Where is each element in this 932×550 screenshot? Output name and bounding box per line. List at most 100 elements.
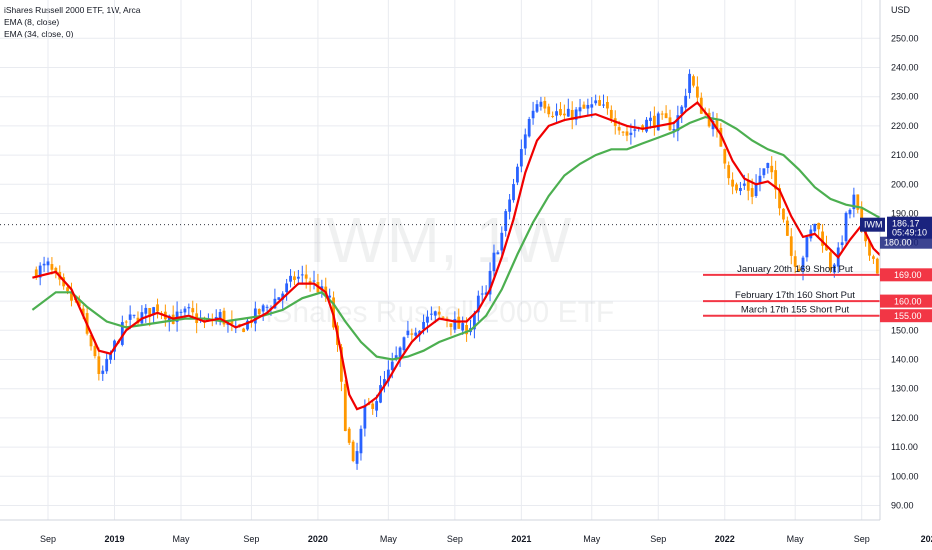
candle-body xyxy=(519,149,523,167)
candle-body xyxy=(293,276,296,280)
candle-body xyxy=(527,119,531,137)
candle-body xyxy=(723,149,727,164)
candle-body xyxy=(281,293,285,300)
candle-body xyxy=(758,175,762,184)
candle-body xyxy=(488,270,492,295)
candle-body xyxy=(351,441,355,462)
candle-body xyxy=(578,107,582,112)
candle-body xyxy=(289,275,292,282)
candle-body xyxy=(672,129,676,131)
candle-body xyxy=(547,106,551,115)
y-tick-label: 200.00 xyxy=(891,179,919,189)
y-tick-label: 140.00 xyxy=(891,355,919,365)
candle-body xyxy=(50,264,54,270)
candle-body xyxy=(562,113,566,116)
candle-body xyxy=(719,127,723,147)
candle-body xyxy=(433,311,437,316)
candle-body xyxy=(852,194,856,210)
candle-body xyxy=(872,256,875,259)
candle-body xyxy=(89,335,93,347)
candle-body xyxy=(829,252,832,270)
candle-body xyxy=(257,308,261,315)
candle-body xyxy=(261,305,265,312)
symbol-tag xyxy=(860,217,885,232)
candle-body xyxy=(97,356,101,375)
candle-body xyxy=(801,257,805,271)
candle-body xyxy=(770,165,774,173)
candle-body xyxy=(531,110,535,119)
candle-body xyxy=(230,319,234,325)
candle-body xyxy=(183,308,187,313)
candle-body xyxy=(426,316,429,323)
y-tick-label: 150.00 xyxy=(891,325,919,335)
candle-body xyxy=(296,276,300,279)
candle-body xyxy=(754,183,758,197)
last-price-tag xyxy=(887,216,932,239)
candle-body xyxy=(762,168,766,176)
candle-body xyxy=(453,319,457,330)
candle-body xyxy=(715,120,719,129)
candle-body xyxy=(629,132,633,135)
candle-body xyxy=(617,127,621,131)
candle-body xyxy=(825,245,828,251)
candles xyxy=(34,69,879,470)
candle-body xyxy=(124,321,128,323)
time-axis[interactable] xyxy=(0,520,932,550)
candle-body xyxy=(410,333,414,335)
candle-body xyxy=(312,280,316,282)
x-tick-label: May xyxy=(583,534,601,544)
level-price-label: 155.00 xyxy=(894,311,922,321)
candle-body xyxy=(535,104,539,112)
candle-body xyxy=(516,166,519,183)
candle-body xyxy=(81,308,85,316)
candle-body xyxy=(285,283,289,293)
candle-body xyxy=(559,109,562,116)
x-axis-ticks: Sep 2019 May Sep 2020 May Sep 2021 May Sep 2022 May… xyxy=(40,534,932,544)
x-tick-label: Sep xyxy=(243,534,259,544)
candle-body xyxy=(246,320,249,330)
candle-body xyxy=(328,295,332,298)
candle-body xyxy=(551,115,555,117)
candle-body xyxy=(496,252,500,255)
short-put-annotation: February 17th 160 Short Put xyxy=(735,290,855,301)
chart-legend: iShares Russell 2000 ETF, 1W, Arca EMA (… xyxy=(4,4,141,40)
candle-body xyxy=(711,121,715,130)
level-price-label: 160.00 xyxy=(894,296,922,306)
x-tick-label: 2021 xyxy=(511,534,531,544)
candle-body xyxy=(543,100,547,109)
price-axis[interactable] xyxy=(880,0,932,520)
candle-body xyxy=(731,179,734,187)
candle-body xyxy=(308,281,312,283)
x-tick-label: 2022 xyxy=(715,534,735,544)
candle-body xyxy=(688,73,691,93)
legend-ema8: EMA (8, close) xyxy=(4,17,60,27)
candle-body xyxy=(484,292,488,295)
candle-body xyxy=(148,307,152,317)
candle-body xyxy=(461,323,465,331)
candle-body xyxy=(105,358,109,372)
symbol-tag-label: IWM xyxy=(864,220,883,230)
x-tick-label: Sep xyxy=(854,534,870,544)
candle-body xyxy=(46,261,50,266)
candle-body xyxy=(586,104,590,109)
candle-body xyxy=(660,113,664,115)
x-tick-label: 202 xyxy=(921,534,932,544)
candle-body xyxy=(778,187,781,209)
candle-body xyxy=(265,306,269,308)
candle-body xyxy=(875,258,879,274)
x-tick-label: May xyxy=(787,534,805,544)
short-put-levels: January 20th 169 Short Put February 17th … xyxy=(703,264,880,317)
candle-body xyxy=(363,405,367,429)
candle-body xyxy=(144,307,148,314)
candle-body xyxy=(386,369,390,382)
candle-body xyxy=(465,325,468,335)
candle-body xyxy=(175,311,179,322)
candle-body xyxy=(128,314,132,320)
candle-body xyxy=(590,104,594,108)
candle-body xyxy=(437,311,441,315)
candle-body xyxy=(676,115,680,132)
candle-body xyxy=(797,268,801,272)
candle-body xyxy=(449,323,453,328)
candle-body xyxy=(179,311,183,313)
